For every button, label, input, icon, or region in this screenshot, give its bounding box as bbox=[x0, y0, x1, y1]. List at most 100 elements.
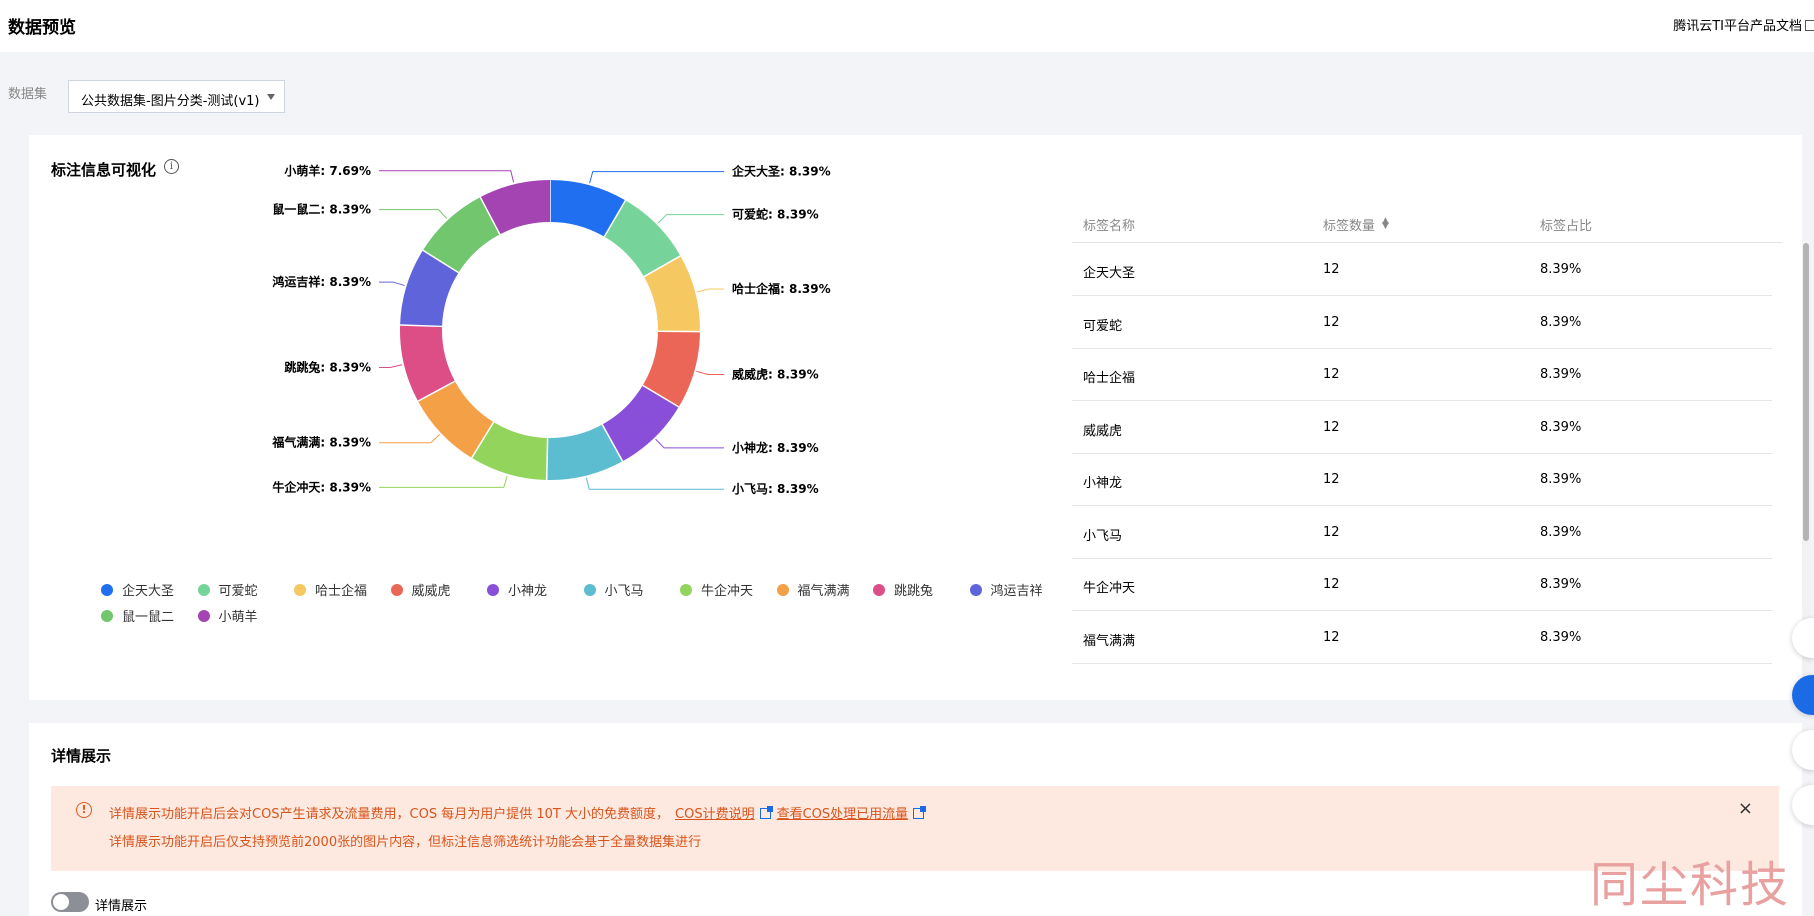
donut-slice[interactable] bbox=[642, 331, 700, 407]
slice-leader-line bbox=[655, 438, 724, 449]
float-feedback-button[interactable] bbox=[1792, 785, 1814, 825]
legend-dot-icon bbox=[390, 584, 403, 596]
legend-label: 小神龙 bbox=[508, 584, 548, 599]
slice-separator bbox=[601, 424, 624, 462]
float-action-button[interactable] bbox=[1792, 675, 1814, 715]
table-cell-count: 12 bbox=[1323, 367, 1340, 382]
header-label-count[interactable]: 标签数量 ▲ ▼ bbox=[1323, 215, 1389, 235]
table-cell-ratio: 8.39% bbox=[1540, 419, 1582, 435]
table-cell-name: 可爱蛇 bbox=[1083, 318, 1123, 334]
slice-leader-line bbox=[697, 288, 724, 293]
table-body: 企天大圣 12 8.39% 可爱蛇 12 8.39% 哈士企福 12 8.39% 威威虎 12 8.3… bbox=[1072, 243, 1772, 675]
table-row[interactable]: 企天大圣 12 8.39% bbox=[1072, 243, 1772, 296]
close-icon[interactable]: × bbox=[1737, 798, 1753, 819]
slice-leader-line bbox=[379, 170, 515, 183]
external-link-icon bbox=[1805, 20, 1814, 31]
donut-slice[interactable] bbox=[400, 325, 455, 402]
caret-down-icon bbox=[267, 94, 275, 100]
header-label-count-text: 标签数量 bbox=[1323, 219, 1376, 234]
donut-slice[interactable] bbox=[546, 424, 623, 481]
slice-data-label: 小神龙: 8.39% bbox=[732, 440, 819, 455]
legend-label: 小萌羊 bbox=[218, 610, 258, 625]
donut-slice[interactable] bbox=[422, 197, 500, 273]
table-cell-name: 福气满满 bbox=[1083, 633, 1136, 649]
external-link-icon bbox=[913, 806, 927, 819]
legend-item[interactable]: 哈士企福 bbox=[294, 580, 367, 599]
detail-toggle[interactable] bbox=[51, 892, 89, 912]
slice-data-label: 可爱蛇: 8.39% bbox=[732, 207, 819, 222]
legend-item[interactable]: 跳跳兔 bbox=[873, 580, 933, 599]
table-cell-count: 12 bbox=[1323, 524, 1340, 540]
donut-slice[interactable] bbox=[604, 200, 681, 277]
table-row[interactable]: 小神龙 12 8.39% bbox=[1072, 453, 1772, 506]
info-icon[interactable]: i bbox=[164, 159, 179, 174]
donut-slice[interactable] bbox=[602, 385, 679, 462]
table-cell-ratio: 8.39% bbox=[1540, 577, 1582, 592]
slice-data-label: 鼠一鼠二: 8.39% bbox=[272, 202, 371, 217]
legend-label: 鸿运吉祥 bbox=[990, 584, 1043, 599]
donut-slice[interactable] bbox=[400, 250, 459, 327]
cos-billing-link[interactable]: COS计费说明 bbox=[675, 807, 755, 822]
legend-item[interactable]: 企天大圣 bbox=[101, 580, 174, 599]
slice-leader-line bbox=[379, 434, 440, 444]
slice-data-label: 牛企冲天: 8.39% bbox=[272, 479, 371, 494]
slice-data-label: 威威虎: 8.39% bbox=[732, 366, 819, 381]
float-tool-button[interactable] bbox=[1792, 730, 1814, 770]
donut-slice[interactable] bbox=[417, 381, 494, 458]
legend-dot-icon bbox=[101, 610, 113, 622]
legend-dot-icon bbox=[776, 584, 789, 596]
table-header: 标签名称 标签数量 ▲ ▼ 标签占比 bbox=[1072, 205, 1782, 243]
sort-icon[interactable]: ▲ ▼ bbox=[1382, 216, 1389, 231]
page-title: 数据预览 bbox=[8, 18, 76, 38]
legend-item[interactable]: 鸿运吉祥 bbox=[969, 580, 1043, 599]
table-cell-ratio: 8.39% bbox=[1540, 472, 1582, 487]
card-title: 标注信息可视化 bbox=[51, 161, 157, 179]
table-row[interactable]: 哈士企福 12 8.39% bbox=[1072, 348, 1772, 401]
legend-item[interactable]: 小飞马 bbox=[583, 580, 644, 599]
legend-item[interactable]: 威威虎 bbox=[390, 580, 451, 599]
legend-item[interactable]: 福气满满 bbox=[776, 580, 850, 599]
legend-label: 鼠一鼠二 bbox=[122, 610, 175, 625]
table-row[interactable]: 小飞马 12 8.39% bbox=[1072, 506, 1772, 559]
donut-chart: 企天大圣: 8.39% 可爱蛇: 8.39% 哈士企福: 8.39% 威威虎: 8.3… bbox=[271, 163, 830, 496]
slice-leader-line bbox=[379, 475, 508, 488]
donut-slice[interactable] bbox=[643, 255, 700, 332]
legend-item[interactable]: 牛企冲天 bbox=[680, 580, 753, 599]
dataset-select[interactable]: 公共数据集-图片分类-测试(v1) bbox=[68, 80, 285, 113]
slice-separator bbox=[643, 255, 681, 278]
table-row[interactable]: 牛企冲天 12 8.39% bbox=[1072, 558, 1772, 611]
watermark: 同尘科技 bbox=[1590, 857, 1791, 913]
table-row[interactable]: 威威虎 12 8.39% bbox=[1072, 401, 1772, 454]
table-cell-count: 12 bbox=[1323, 262, 1340, 277]
slice-data-label: 跳跳兔: 8.39% bbox=[284, 359, 371, 374]
detail-card-title: 详情展示 bbox=[51, 747, 112, 765]
donut-slice[interactable] bbox=[480, 180, 550, 235]
slice-leader-line bbox=[379, 209, 448, 219]
slice-leader-line bbox=[657, 214, 724, 224]
table-row[interactable]: 可爱蛇 12 8.39% bbox=[1072, 296, 1772, 349]
cos-traffic-link[interactable]: 查看COS处理已用流量 bbox=[776, 807, 909, 822]
table-cell-count: 12 bbox=[1323, 577, 1340, 592]
legend-item[interactable]: 小神龙 bbox=[487, 580, 547, 599]
legend-item[interactable]: 鼠一鼠二 bbox=[101, 606, 174, 625]
detail-toggle-label: 详情展示 bbox=[95, 899, 148, 914]
legend-label: 跳跳兔 bbox=[894, 584, 934, 599]
scroll-thumb[interactable] bbox=[1803, 243, 1809, 541]
legend-label: 福气满满 bbox=[797, 584, 850, 599]
slice-separator bbox=[545, 437, 549, 480]
cos-fee-alert: ! 详情展示功能开启后会对COS产生请求及流量费用，COS 每月为用户提供 10… bbox=[51, 786, 1779, 871]
table-cell-count: 12 bbox=[1323, 629, 1340, 645]
header-label-ratio: 标签占比 bbox=[1540, 219, 1593, 234]
table-row[interactable]: 福气满满 12 8.39% bbox=[1072, 611, 1772, 664]
float-help-button[interactable] bbox=[1792, 618, 1814, 658]
legend-label: 威威虎 bbox=[411, 584, 451, 599]
legend-item[interactable]: 小萌羊 bbox=[197, 606, 258, 625]
legend-label: 可爱蛇 bbox=[218, 584, 258, 599]
product-doc-link[interactable]: 腾讯云TI平台产品文档 bbox=[1673, 15, 1814, 34]
slice-data-label: 小萌羊: 7.69% bbox=[284, 163, 371, 178]
donut-slice[interactable] bbox=[471, 422, 548, 480]
legend-item[interactable]: 可爱蛇 bbox=[197, 580, 258, 599]
donut-slice[interactable] bbox=[550, 180, 626, 237]
toggle-knob bbox=[53, 894, 69, 910]
table-scrollbar[interactable] bbox=[1802, 243, 1810, 675]
